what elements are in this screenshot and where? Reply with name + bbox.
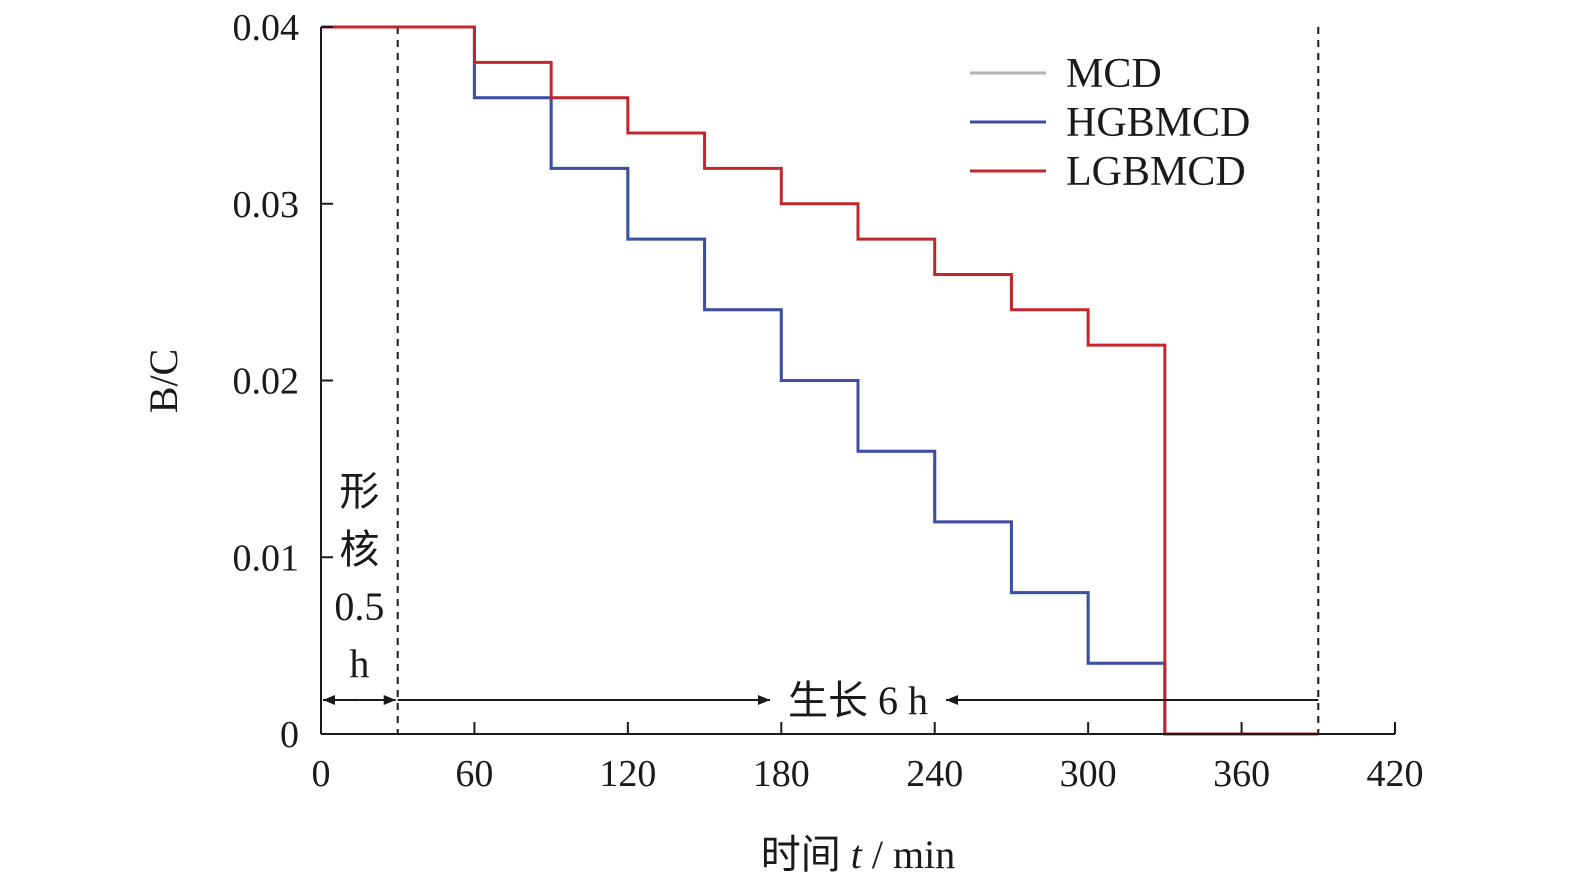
- y-ticks: 0 0.01 0.02 0.03 0.04: [233, 7, 333, 756]
- x-tick-label: 240: [906, 753, 963, 795]
- y-tick-label: 0.01: [233, 537, 300, 579]
- reference-lines: [396, 27, 1320, 734]
- y-tick-label: 0: [280, 714, 299, 756]
- legend-label-lgbmcd: LGBMCD: [1066, 149, 1246, 195]
- x-axis-title-prefix: 时间: [761, 832, 851, 877]
- x-ticks: 0 60 120 180 240 300 360 420: [312, 722, 1424, 795]
- x-tick-label: 60: [455, 753, 493, 795]
- series-lines: [321, 25, 1319, 736]
- series-line-lgbmcd: [321, 25, 1319, 736]
- legend-label-mcd: MCD: [1066, 51, 1162, 97]
- growth-label: 生长 6 h: [788, 678, 928, 723]
- legend-label-hgbmcd: HGBMCD: [1066, 100, 1250, 146]
- x-tick-label: 180: [753, 753, 810, 795]
- y-tick-label: 0.03: [233, 184, 300, 226]
- y-tick-label: 0.04: [233, 7, 300, 49]
- x-tick-label: 300: [1060, 753, 1117, 795]
- x-axis-title-variable: t: [851, 832, 863, 877]
- x-tick-label: 420: [1367, 753, 1424, 795]
- x-axis-title: 时间 t / min: [761, 832, 955, 877]
- nucleation-label-part: 核: [339, 527, 379, 572]
- nucleation-label-part: 0.5: [334, 584, 384, 629]
- nucleation-label-part: h: [349, 641, 369, 686]
- x-axis-title-unit: / min: [862, 832, 955, 877]
- x-tick-label: 360: [1213, 753, 1270, 795]
- nucleation-label-part: 形: [339, 469, 379, 514]
- x-tick-label: 120: [599, 753, 656, 795]
- y-axis-title: B/C: [141, 349, 186, 413]
- x-tick-label: 0: [312, 753, 331, 795]
- series-line-hgbmcd: [321, 25, 1319, 736]
- phase-annotations: 形核 0.5 h 生长 6 h: [323, 469, 1319, 723]
- y-tick-label: 0.02: [233, 361, 300, 403]
